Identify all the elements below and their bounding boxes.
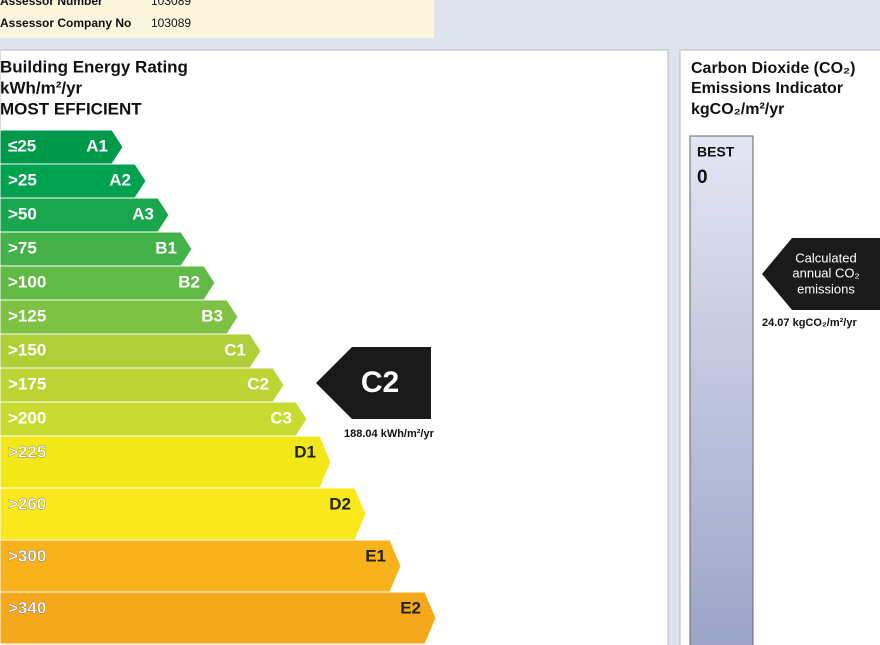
- band-range: >150: [8, 340, 46, 359]
- rating-band: [0, 435, 332, 489]
- rating-band: [0, 231, 193, 267]
- rating-band: [0, 401, 308, 437]
- energy-unit: kWh/m²/yr: [0, 78, 83, 97]
- band-grade: A3: [132, 204, 154, 223]
- co2-pointer-text: annual CO₂: [792, 265, 859, 280]
- co2-pointer-text: emissions: [797, 281, 855, 296]
- band-range: >100: [8, 272, 46, 291]
- co2-value: 24.07 kgCO₂/m²/yr: [762, 317, 857, 329]
- co2-pointer-text: Calculated: [795, 250, 856, 265]
- rating-band: [0, 539, 402, 593]
- band-range: >200: [8, 408, 46, 427]
- band-grade: C1: [224, 340, 246, 359]
- band-grade: B1: [155, 238, 177, 257]
- rating-band: [0, 299, 239, 335]
- band-range: >260: [8, 494, 46, 513]
- current-rating-grade: C2: [361, 366, 399, 399]
- assessor-label: Assessor Company No: [0, 16, 131, 30]
- band-range: >25: [8, 170, 37, 189]
- co2-subtitle: Emissions Indicator: [691, 80, 843, 97]
- assessor-label: Assessor Number: [0, 0, 103, 8]
- co2-title: Carbon Dioxide (CO₂): [691, 60, 855, 77]
- band-range: >225: [8, 442, 46, 461]
- rating-band: [0, 591, 437, 645]
- band-range: >50: [8, 204, 37, 223]
- rating-bands: ≤25 A1 >25 A2 >50 A3 >75 B1 >100 B2 >125 B3 >150 C1 >1…: [0, 129, 437, 645]
- band-grade: B2: [178, 272, 200, 291]
- assessor-value: 103089: [151, 16, 191, 30]
- band-range: >300: [8, 546, 46, 565]
- energy-title: Building Energy Rating: [0, 57, 188, 76]
- band-grade: C2: [247, 374, 269, 393]
- rating-band: [0, 487, 367, 541]
- rating-band: [0, 367, 285, 403]
- band-grade: B3: [201, 306, 223, 325]
- current-rating-value: 188.04 kWh/m²/yr: [344, 428, 435, 440]
- band-grade: E2: [400, 598, 421, 617]
- co2-pointer: [762, 238, 880, 310]
- band-grade: C3: [270, 408, 292, 427]
- co2-scale-top: BEST: [697, 144, 735, 160]
- band-range: ≤25: [8, 136, 36, 155]
- rating-band: [0, 265, 216, 301]
- energy-subtitle: MOST EFFICIENT: [0, 99, 142, 118]
- assessor-value: 103089: [151, 0, 191, 8]
- band-range: >75: [8, 238, 37, 257]
- current-rating-arrow: [316, 347, 431, 419]
- co2-unit: kgCO₂/m²/yr: [691, 101, 784, 118]
- band-grade: A2: [109, 170, 131, 189]
- co2-scale: [689, 135, 754, 645]
- band-range: >125: [8, 306, 46, 325]
- band-range: >175: [8, 374, 46, 393]
- assessor-box: [0, 0, 434, 38]
- band-grade: E1: [365, 546, 386, 565]
- band-range: >340: [8, 598, 46, 617]
- rating-band: [0, 129, 124, 165]
- band-grade: A1: [86, 136, 108, 155]
- band-grade: D2: [329, 494, 351, 513]
- rating-band: [0, 333, 262, 369]
- rating-band: [0, 163, 147, 199]
- co2-scale-start: 0: [697, 167, 708, 188]
- band-grade: D1: [294, 442, 316, 461]
- rating-band: [0, 197, 170, 233]
